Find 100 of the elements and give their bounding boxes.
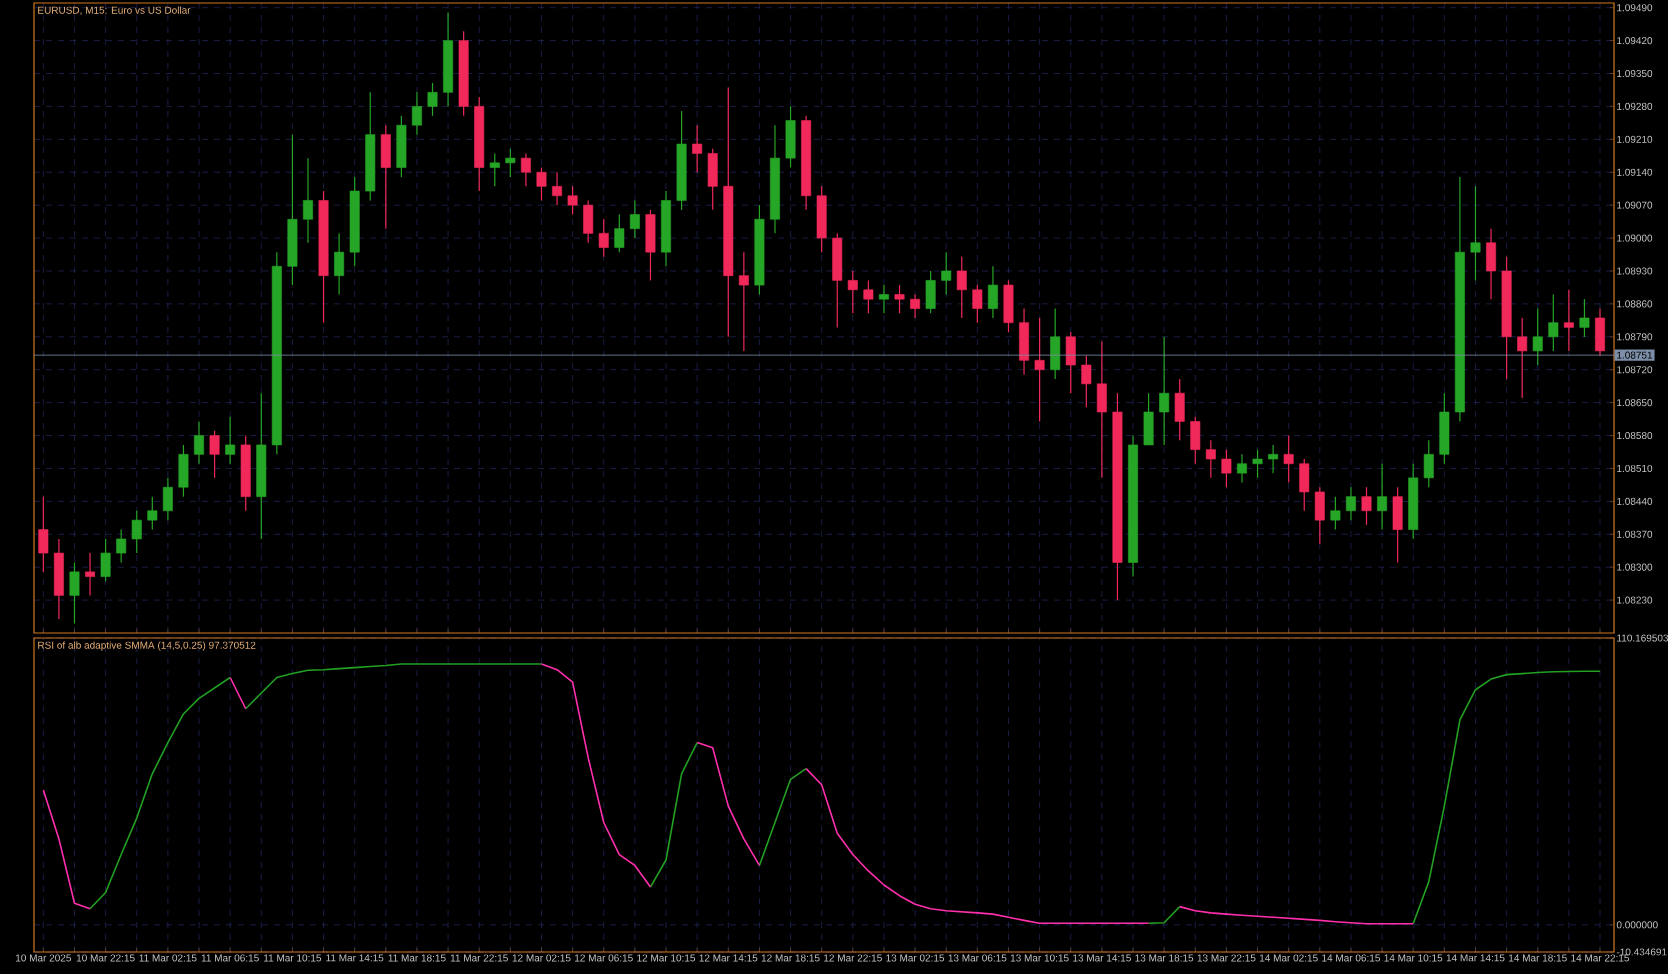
ref-line-label: 1.08751 <box>1617 351 1653 359</box>
candlestick <box>1283 434 1294 484</box>
y-tick-label: 1.09280 <box>1617 102 1653 110</box>
candlestick <box>489 152 500 187</box>
x-tick-label: 12 Mar 22:15 <box>824 954 882 962</box>
x-tick-label: 11 Mar 14:15 <box>326 954 384 962</box>
x-tick-label: 10 Mar 22:15 <box>76 954 135 962</box>
y-tick-label: 1.08790 <box>1617 333 1653 341</box>
candlestick <box>1579 298 1590 338</box>
candlestick <box>847 270 858 314</box>
x-tick-label: 14 Mar 06:15 <box>1322 954 1380 962</box>
x-tick-label: 13 Mar 14:15 <box>1073 954 1131 962</box>
candlestick <box>69 561 80 625</box>
x-tick-label: 14 Mar 14:15 <box>1446 954 1505 962</box>
candlestick <box>194 420 204 465</box>
candlestick <box>1252 449 1263 479</box>
candlestick <box>116 528 127 564</box>
candlestick <box>1470 185 1481 281</box>
x-tick-label: 12 Mar 14:15 <box>699 954 758 962</box>
x-tick-label: 13 Mar 10:15 <box>1010 954 1069 962</box>
x-tick-label: 14 Mar 22:15 <box>1571 954 1630 962</box>
y-tick-label: 1.09350 <box>1617 69 1653 78</box>
candlestick <box>1423 439 1434 488</box>
x-tick-label: 11 Mar 02:15 <box>139 954 197 962</box>
candlestick <box>878 284 889 314</box>
candlestick <box>894 284 905 314</box>
candlestick <box>1205 439 1216 479</box>
y-tick-label: 1.08370 <box>1617 530 1653 538</box>
x-tick-label: 12 Mar 02:15 <box>512 954 571 962</box>
x-tick-label: 12 Mar 18:15 <box>761 954 820 962</box>
candlestick <box>1330 496 1341 531</box>
candlestick <box>910 293 921 319</box>
candlestick <box>567 185 578 216</box>
y-tick-label: 1.08860 <box>1617 300 1653 308</box>
y-tick-label: 1.08580 <box>1617 431 1653 440</box>
x-tick-label: 13 Mar 22:15 <box>1197 954 1256 962</box>
candlestick <box>692 124 703 173</box>
candlestick <box>38 496 49 573</box>
y-tick-label: 1.09140 <box>1617 168 1653 176</box>
candlestick <box>334 232 345 296</box>
candlestick <box>1548 293 1559 352</box>
x-tick-label: 11 Mar 10:15 <box>264 954 322 962</box>
y-tick-label: 1.08720 <box>1617 366 1653 374</box>
candlestick <box>1159 336 1170 446</box>
y-tick-label: -10.434691 <box>1616 948 1667 956</box>
x-tick-label: 11 Mar 06:15 <box>201 954 259 962</box>
chart-title: RSI of alb adaptive SMMA (14,5,0.25) 97.370512 <box>38 641 256 651</box>
candlestick <box>225 416 236 465</box>
candlestick <box>131 510 142 554</box>
candlestick <box>956 256 967 319</box>
candlestick <box>1377 463 1388 531</box>
candlestick <box>536 166 547 202</box>
x-tick-label: 14 Mar 10:15 <box>1384 954 1443 962</box>
y-tick-label: 1.09000 <box>1617 234 1653 242</box>
candlestick <box>1345 486 1356 521</box>
x-tick-label: 10 Mar 2025 <box>16 954 71 962</box>
candlestick <box>941 251 952 296</box>
candlestick <box>520 152 531 187</box>
candlestick <box>1268 444 1279 474</box>
candlestick <box>1081 355 1092 408</box>
candlestick <box>411 91 422 136</box>
candlestick <box>209 430 220 479</box>
y-tick-label: 1.09070 <box>1617 201 1653 209</box>
x-tick-label: 11 Mar 22:15 <box>450 954 508 962</box>
candlestick <box>85 552 96 596</box>
candlestick <box>427 82 438 117</box>
candlestick <box>1034 317 1045 423</box>
candlestick <box>738 251 749 352</box>
candlestick <box>972 284 983 324</box>
y-tick-label: 1.08230 <box>1617 596 1653 604</box>
chart-title: EURUSD, M15: Euro vs US Dollar <box>38 6 191 15</box>
y-tick-label: 1.09210 <box>1617 135 1653 143</box>
y-tick-label: 1.08440 <box>1617 497 1653 505</box>
candlestick <box>598 218 609 258</box>
candlestick <box>552 171 563 206</box>
candlestick <box>863 279 874 314</box>
y-tick-label: 0.000000 <box>1616 921 1658 929</box>
candlestick <box>1532 307 1543 366</box>
y-tick-label: 1.08650 <box>1617 399 1653 407</box>
candlestick <box>100 538 111 582</box>
x-tick-label: 12 Mar 10:15 <box>637 954 696 962</box>
candlestick <box>162 477 173 521</box>
candlestick <box>1563 289 1574 352</box>
y-tick-label: 1.08510 <box>1617 464 1653 472</box>
candlestick <box>1237 453 1247 484</box>
y-tick-label: 1.09420 <box>1617 37 1653 45</box>
candlestick <box>303 157 313 244</box>
x-tick-label: 14 Mar 18:15 <box>1509 954 1567 962</box>
candlestick <box>614 213 625 253</box>
candlestick <box>1361 486 1372 526</box>
x-tick-label: 14 Mar 02:15 <box>1259 954 1318 962</box>
candlestick <box>1517 317 1528 399</box>
x-tick-label: 13 Mar 18:15 <box>1135 954 1194 962</box>
candlestick <box>147 496 158 531</box>
y-tick-label: 1.08930 <box>1617 267 1653 275</box>
x-tick-label: 11 Mar 18:15 <box>388 954 446 962</box>
y-tick-label: 1.08300 <box>1617 563 1653 571</box>
candlestick <box>629 199 640 239</box>
y-tick-label: 1.09490 <box>1617 4 1653 12</box>
x-tick-label: 12 Mar 06:15 <box>575 954 633 962</box>
